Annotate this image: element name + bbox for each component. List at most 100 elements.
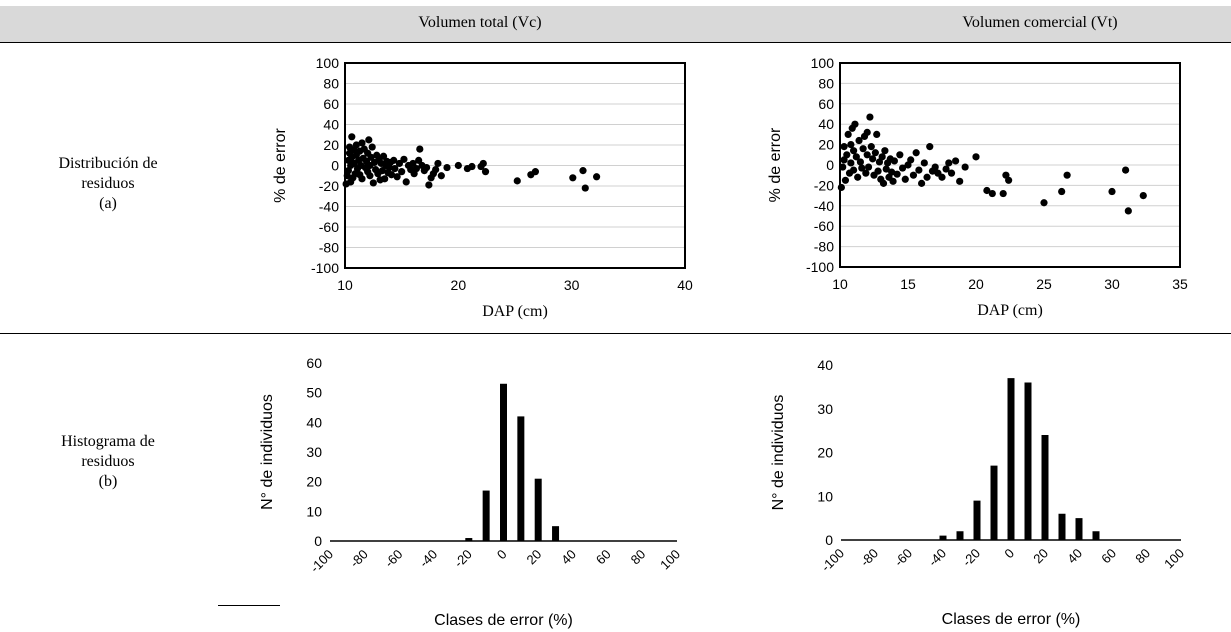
row-label-distribution-line1: Distribución de (58, 155, 158, 172)
data-point (409, 159, 417, 168)
x-tick-label: 80 (1132, 546, 1153, 567)
data-point (348, 133, 356, 141)
data-point (839, 163, 847, 171)
y-tick-label: -100 (806, 259, 834, 275)
data-point (912, 149, 920, 157)
x-tick-label: -40 (416, 547, 440, 571)
x-tick-label: 35 (1172, 276, 1188, 292)
x-tick-label: 30 (564, 277, 580, 293)
x-tick-label: 100 (657, 547, 683, 573)
data-point (416, 145, 424, 153)
data-point (1139, 192, 1147, 200)
data-point (852, 153, 860, 161)
data-point (961, 163, 969, 171)
histogram-bar (973, 500, 981, 540)
data-point (889, 177, 897, 185)
data-point (1040, 199, 1048, 207)
histogram-bar (990, 465, 998, 540)
data-point (851, 120, 859, 128)
y-tick-label: 10 (306, 503, 322, 519)
data-point (391, 164, 399, 173)
x-tick-label: 0 (494, 547, 510, 563)
data-point (864, 163, 873, 171)
x-tick-label: 10 (337, 277, 353, 293)
y-tick-label: 40 (817, 357, 833, 373)
data-point (945, 159, 953, 167)
data-point (858, 164, 866, 172)
data-point (907, 156, 915, 164)
data-point (862, 169, 870, 177)
x-tick-label: 60 (593, 547, 614, 568)
data-point (366, 172, 374, 180)
data-point (381, 175, 389, 183)
row-label-histogram-line2: residuos (81, 453, 135, 470)
histogram-bar (534, 478, 542, 541)
data-point (923, 173, 931, 181)
data-point (390, 156, 398, 164)
data-point (931, 163, 939, 171)
data-point (1124, 207, 1132, 215)
data-point (432, 166, 440, 174)
data-point (873, 130, 881, 138)
data-point (850, 166, 858, 174)
y-tick-label: 20 (818, 137, 834, 153)
y-axis-label: % de error (767, 127, 784, 202)
y-tick-label: -60 (319, 219, 339, 235)
x-tick-label: 15 (900, 276, 916, 292)
header-bottom-rule (0, 42, 1231, 43)
y-tick-label: 0 (314, 533, 322, 549)
y-axis-label: N° de individuos (259, 394, 276, 510)
data-point (425, 181, 433, 189)
plot-frame (344, 62, 686, 269)
histogram-bar (1007, 378, 1015, 540)
data-point (1005, 176, 1013, 184)
y-tick-label: -100 (311, 260, 339, 276)
data-point (368, 143, 376, 151)
y-tick-label: -80 (319, 240, 339, 256)
x-tick-label: -20 (451, 547, 475, 571)
histogram-bar (482, 490, 490, 541)
row-label-histogram-line1: Histograma de (61, 433, 155, 450)
data-point (847, 159, 855, 167)
x-tick-label: -80 (347, 547, 371, 571)
y-tick-label: 30 (306, 444, 322, 460)
y-tick-label: 30 (817, 401, 833, 417)
data-point (837, 183, 845, 192)
data-point (988, 189, 996, 198)
y-tick-label: 20 (306, 474, 322, 490)
data-point (840, 143, 848, 151)
data-point (999, 189, 1007, 198)
data-point (918, 179, 926, 187)
data-point (847, 141, 855, 149)
data-point (358, 175, 366, 183)
data-point (972, 153, 980, 161)
x-axis-label: Clases de error (%) (434, 612, 573, 629)
data-point (942, 165, 950, 173)
histogram-bar (500, 383, 507, 541)
data-point (379, 152, 388, 160)
histogram-bar (1092, 531, 1100, 540)
data-point (569, 174, 577, 182)
data-point (1108, 187, 1116, 196)
data-point (867, 143, 875, 151)
data-point (358, 139, 366, 147)
data-point (581, 184, 589, 192)
histogram-bar (1041, 435, 1049, 540)
y-tick-label: -40 (319, 199, 339, 215)
data-point (365, 136, 373, 144)
data-point (412, 164, 420, 173)
data-point (378, 167, 386, 175)
data-point (879, 179, 888, 187)
data-point (367, 153, 375, 161)
y-tick-label: 80 (818, 75, 834, 91)
y-axis-label: % de error (272, 127, 289, 202)
data-point (882, 165, 890, 173)
y-tick-label: 0 (825, 532, 833, 548)
x-tick-label: -60 (382, 547, 406, 571)
row-label-histogram-line3: (b) (98, 473, 118, 490)
x-tick-label: -100 (818, 546, 847, 575)
data-point (1122, 166, 1130, 174)
data-point (850, 147, 858, 155)
data-point (1058, 187, 1066, 196)
